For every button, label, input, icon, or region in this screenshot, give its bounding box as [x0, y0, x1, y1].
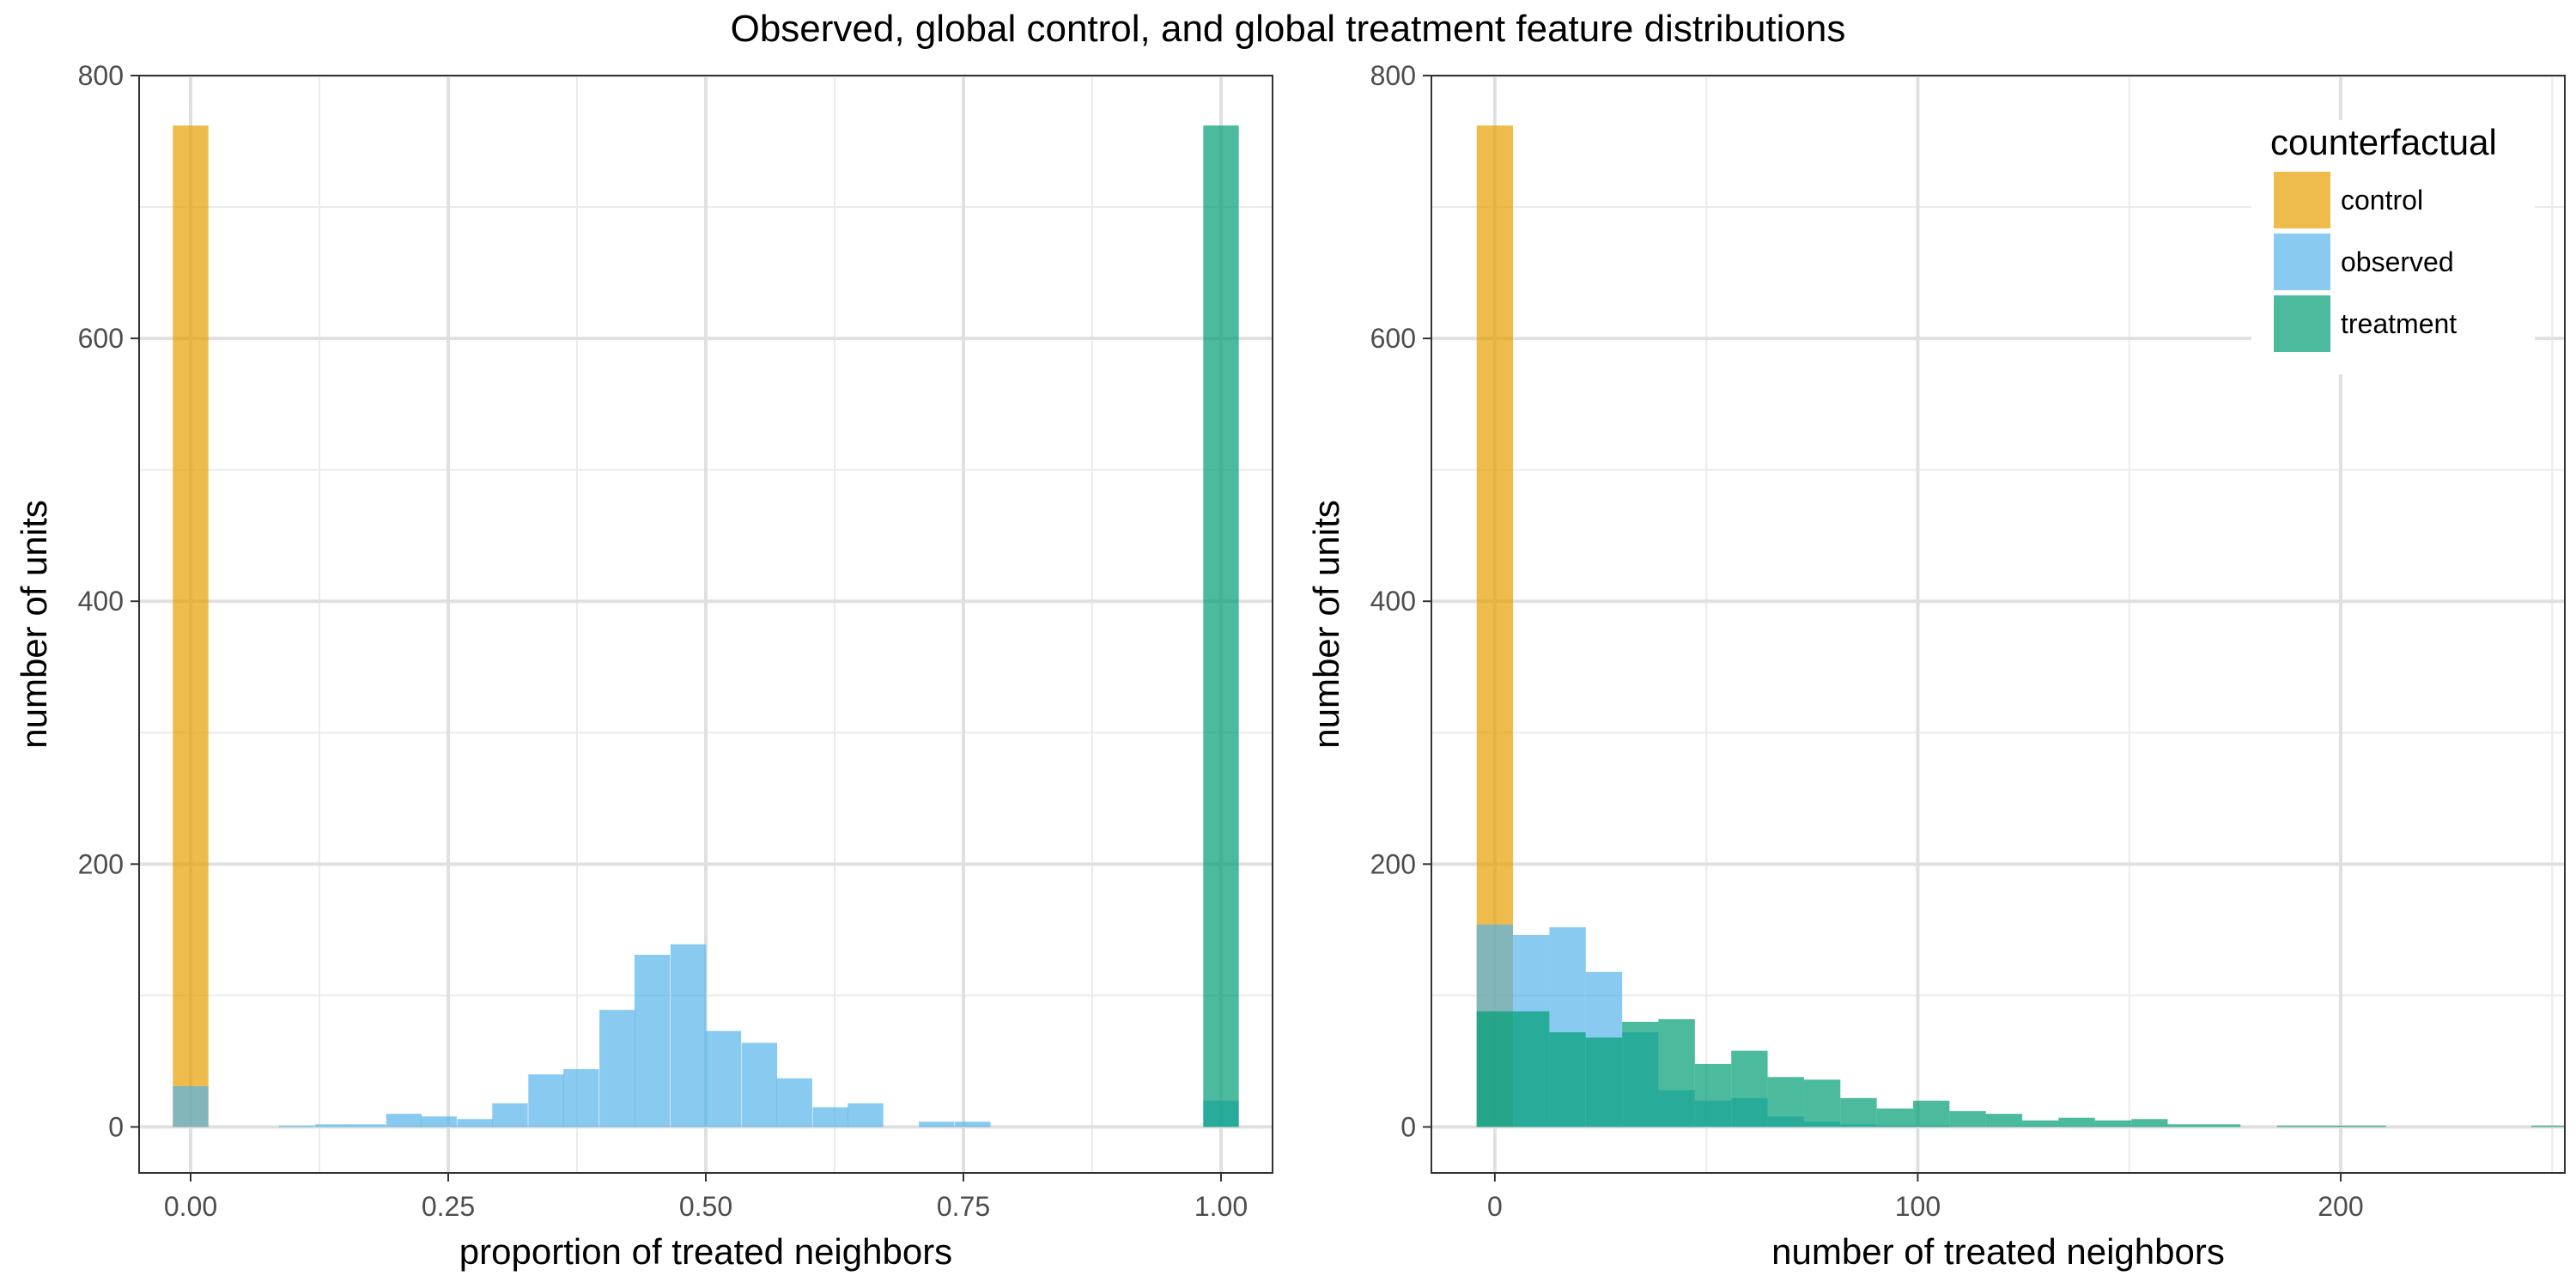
x-axis-title: number of treated neighbors: [1771, 1231, 2225, 1272]
bar-treatment: [1658, 1018, 1695, 1127]
legend-label-treatment: treatment: [2341, 308, 2457, 339]
bars: [173, 125, 1239, 1127]
bar-observed: [349, 1124, 386, 1127]
bar-observed: [741, 1042, 778, 1127]
figure-title: Observed, global control, and global tre…: [731, 8, 1846, 50]
legend-title: counterfactual: [2270, 122, 2497, 162]
bar-observed: [278, 1125, 315, 1127]
bar-treatment: [1913, 1100, 1950, 1127]
left-panel: 0 200 400 600 800 0.00 0.25 0.50 0.75 1.00 proport…: [14, 60, 1273, 1272]
x-tick-label: 200: [2318, 1191, 2363, 1222]
legend-label-observed: observed: [2341, 246, 2454, 277]
bar-observed: [705, 1030, 742, 1127]
bar-observed: [457, 1119, 493, 1127]
y-tick-label: 600: [78, 323, 124, 354]
y-tick-label: 800: [1370, 60, 1416, 91]
bar-observed: [173, 1085, 209, 1127]
panel-border: [1431, 75, 2566, 1174]
y-tick-label: 0: [108, 1111, 124, 1142]
bar-treatment: [2022, 1120, 2059, 1127]
bar-observed: [528, 1074, 564, 1127]
bar-treatment: [2094, 1120, 2132, 1127]
x-tick-label: 0.00: [164, 1191, 217, 1222]
bar-control: [173, 125, 209, 1127]
bar-observed: [563, 1069, 599, 1127]
legend: counterfactual control observed treatment: [2251, 120, 2535, 374]
legend-swatch-control: [2274, 172, 2330, 228]
y-axis-title: number of units: [1306, 500, 1346, 749]
x-tick-label: 100: [1895, 1191, 1941, 1222]
bar-treatment: [1876, 1109, 1913, 1127]
bar-treatment: [2131, 1119, 2168, 1127]
bar-treatment: [1476, 1011, 1514, 1127]
bar-treatment: [1840, 1097, 1877, 1127]
bar-treatment: [2167, 1124, 2204, 1127]
bar-treatment: [1731, 1050, 1768, 1127]
legend-label-control: control: [2341, 185, 2423, 216]
bar-observed: [776, 1078, 812, 1127]
bar-treatment: [2531, 1125, 2565, 1127]
bar-treatment: [1803, 1079, 1841, 1127]
bar-treatment: [1622, 1021, 1659, 1127]
bar-treatment: [2276, 1125, 2313, 1127]
x-tick-label: 0: [1487, 1191, 1503, 1222]
bars: [1476, 125, 2565, 1127]
right-panel: 0 200 400 600 800 0 100 200 number of treated ne…: [1306, 60, 2566, 1272]
bar-observed: [955, 1121, 991, 1127]
y-tick-label: 400: [1370, 586, 1416, 617]
y-axis-title: number of units: [14, 500, 54, 749]
x-tick-label: 0.25: [422, 1191, 475, 1222]
bar-treatment: [1513, 1011, 1550, 1127]
bar-treatment: [1767, 1077, 1804, 1127]
y-tick-label: 0: [1400, 1111, 1416, 1142]
y-tick-label: 200: [78, 848, 124, 879]
x-axis-title: proportion of treated neighbors: [459, 1231, 952, 1272]
bar-treatment: [1585, 1037, 1623, 1127]
legend-swatch-treatment: [2274, 295, 2330, 352]
bar-treatment: [2203, 1124, 2241, 1127]
y-tick-label: 600: [1370, 323, 1416, 354]
bar-observed: [314, 1124, 351, 1127]
bar-treatment: [1985, 1114, 2023, 1127]
bar-observed: [421, 1116, 457, 1127]
bar-observed: [386, 1114, 422, 1127]
bar-treatment: [2349, 1125, 2386, 1127]
y-tick-label: 800: [78, 60, 124, 91]
bar-observed: [812, 1107, 848, 1127]
x-tick-label: 1.00: [1194, 1191, 1248, 1222]
bar-treatment: [1203, 125, 1239, 1127]
bar-observed: [848, 1103, 884, 1127]
legend-entries: control observed treatment: [2274, 172, 2457, 352]
y-tick-label: 200: [1370, 848, 1416, 879]
x-tick-label: 0.75: [937, 1191, 990, 1222]
bar-observed: [492, 1103, 528, 1127]
bar-treatment: [1949, 1111, 1986, 1127]
bar-observed: [919, 1121, 955, 1127]
bar-treatment: [1694, 1063, 1732, 1127]
bar-observed: [670, 944, 707, 1127]
legend-swatch-observed: [2274, 234, 2330, 290]
bar-treatment: [1549, 1032, 1586, 1127]
x-tick-label: 0.50: [679, 1191, 732, 1222]
bar-observed: [599, 1010, 635, 1127]
bar-treatment: [2312, 1125, 2350, 1127]
y-tick-label: 400: [78, 586, 124, 617]
bar-observed: [634, 954, 671, 1127]
bar-treatment: [2058, 1117, 2095, 1127]
